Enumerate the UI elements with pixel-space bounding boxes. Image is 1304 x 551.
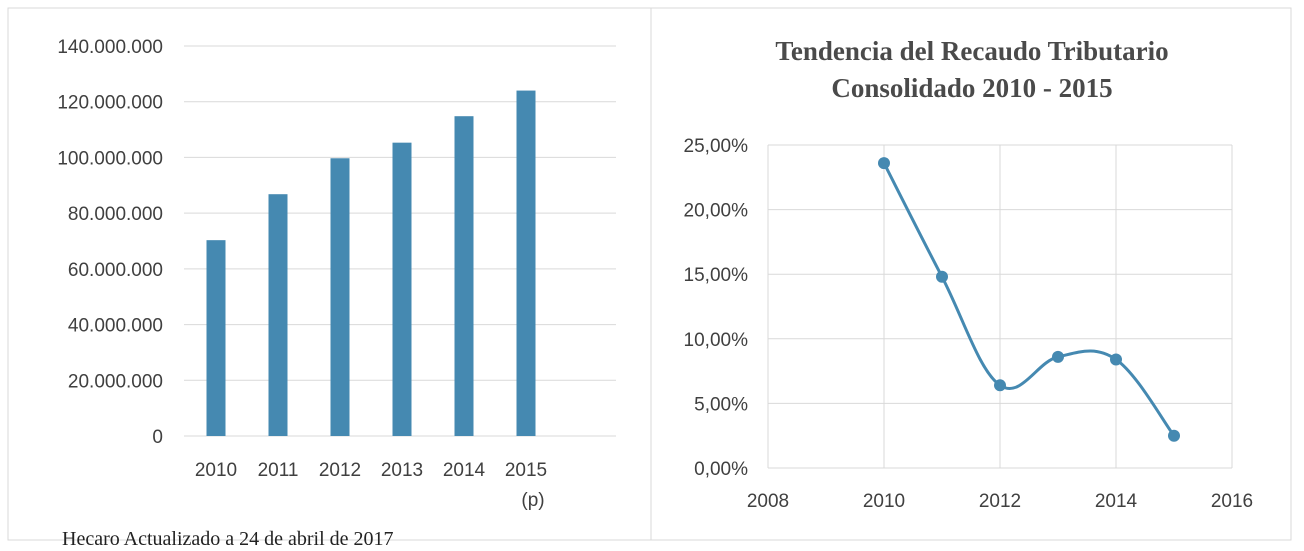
data-point [878,157,890,170]
line-y-tick-label: 0,00% [694,459,748,480]
bar-x-tick-label: 2014 [443,460,486,481]
line-y-tick-label: 25,00% [684,136,749,157]
bar-y-tick-label: 120.000.000 [57,93,163,114]
bar-x-tick-label: (p) [521,490,544,511]
source-note: Hecaro Actualizado a 24 de abril de 2017 [62,528,394,550]
bar [516,90,536,437]
bar-y-tick-label: 80.000.000 [68,204,163,225]
bar-y-tick-label: 40.000.000 [68,316,163,337]
line-x-tick-label: 2016 [1211,491,1253,512]
bar-y-tick-label: 20.000.000 [68,371,163,392]
bar-y-tick-label: 140.000.000 [57,37,163,58]
line-x-tick-label: 2008 [747,491,789,512]
bar-x-tick-label: 2013 [381,460,423,481]
bar-y-tick-label: 0 [152,427,163,448]
bar-chart-panel [7,7,652,541]
bar [268,194,288,436]
line-x-tick-label: 2010 [863,491,905,512]
bar-y-tick-label: 60.000.000 [68,260,163,281]
line-chart-title: Consolidado 2010 - 2015 [831,73,1112,103]
bar-x-tick-label: 2011 [258,460,299,481]
line-y-tick-label: 5,00% [694,394,748,415]
line-chart: Tendencia del Recaudo Tributario Consolid… [684,36,1254,512]
bar-chart: 0 20.000.000 40.000.000 60.000.000 80.000.00… [57,37,616,511]
data-point [936,270,948,283]
line-y-tick-label: 10,00% [684,330,749,351]
data-point [1110,353,1122,366]
bar-x-tick-label: 2010 [195,460,237,481]
bar [206,240,226,436]
data-point [994,379,1006,392]
line-y-tick-label: 20,00% [684,201,749,222]
line-chart-title: Tendencia del Recaudo Tributario [775,36,1168,66]
line-x-tick-label: 2014 [1095,491,1138,512]
bar-x-tick-label: 2015 [505,460,547,481]
bar-y-tick-label: 100.000.000 [57,148,163,169]
bar-x-tick-label: 2012 [319,460,361,481]
bar [330,158,350,436]
line-y-tick-label: 15,00% [684,265,749,286]
bar [392,142,412,436]
data-point [1052,350,1064,363]
bar [454,116,474,436]
line-x-tick-label: 2012 [979,491,1021,512]
data-point [1168,429,1180,442]
